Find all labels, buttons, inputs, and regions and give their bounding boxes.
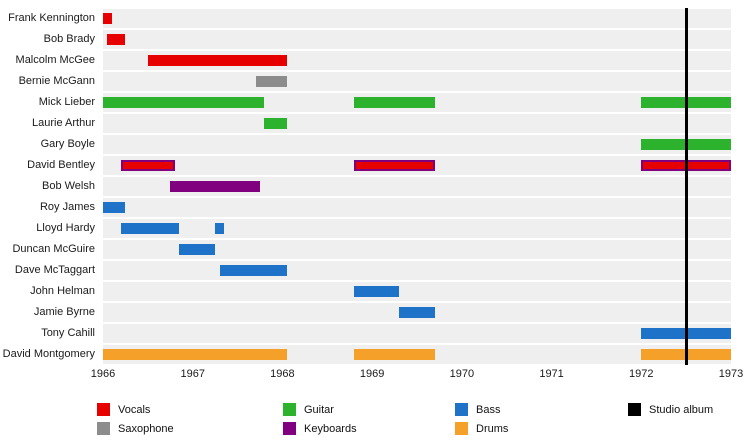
legend-label: Vocals xyxy=(118,403,151,416)
legend-swatch xyxy=(455,403,468,416)
legend-item: Guitar xyxy=(283,403,455,416)
timeline-bar xyxy=(147,55,287,66)
member-label: David Bentley xyxy=(27,159,95,171)
axis-tick-label: 1972 xyxy=(629,368,654,380)
axis-tick-label: 1973 xyxy=(718,368,744,380)
legend-label: Studio album xyxy=(649,403,714,416)
legend-swatch xyxy=(283,403,296,416)
timeline-bar xyxy=(255,76,287,87)
member-label: Duncan McGuire xyxy=(12,243,95,255)
axis-tick-label: 1971 xyxy=(539,368,564,380)
row-stripe xyxy=(103,135,731,154)
row-stripe xyxy=(103,177,731,196)
timeline-bar xyxy=(354,160,435,171)
legend-swatch xyxy=(628,403,641,416)
timeline-bar xyxy=(354,286,400,297)
member-label: Tony Cahill xyxy=(41,327,95,339)
row-stripe xyxy=(103,72,731,91)
legend-label: Bass xyxy=(476,403,501,416)
member-label: Bob Welsh xyxy=(42,180,95,192)
row-stripe xyxy=(103,30,731,49)
row-stripe xyxy=(103,324,731,343)
legend-swatch xyxy=(455,422,468,435)
row-stripe xyxy=(103,261,731,280)
legend-label: Saxophone xyxy=(118,422,174,435)
legend-label: Drums xyxy=(476,422,509,435)
member-label: Dave McTaggart xyxy=(14,264,95,276)
timeline-bar xyxy=(215,223,225,234)
timeline-bar xyxy=(170,181,260,192)
member-label: Malcolm McGee xyxy=(15,54,95,66)
timeline-bar xyxy=(103,13,112,24)
x-axis: 1966 1967 1968 1969 1970 1971 1972 1973 xyxy=(91,368,743,384)
timeline-bar xyxy=(120,223,180,234)
member-label: Gary Boyle xyxy=(40,138,95,150)
member-label: Jamie Byrne xyxy=(33,306,95,318)
row-stripe xyxy=(103,114,731,133)
timeline-bar xyxy=(219,265,287,276)
legend-label: Guitar xyxy=(304,403,334,416)
timeline-bar xyxy=(107,34,126,45)
legend-item: Saxophone xyxy=(97,422,283,435)
legend-swatch xyxy=(97,422,110,435)
legend-item: Drums xyxy=(455,422,628,435)
timeline-bar xyxy=(399,307,435,318)
axis-tick-label: 1968 xyxy=(270,368,295,380)
member-label: Frank Kennington xyxy=(8,12,95,24)
timeline-bar xyxy=(103,97,265,108)
timeline-bar xyxy=(179,244,216,255)
legend-item: Studio album xyxy=(628,403,713,416)
member-label: Bernie McGann xyxy=(18,75,95,87)
row-stripe xyxy=(103,9,731,28)
legend: Vocals Guitar Bass Studio album Saxophone Key… xyxy=(97,403,713,435)
legend-swatch xyxy=(97,403,110,416)
timeline-bar xyxy=(264,118,287,129)
legend-item: Bass xyxy=(455,403,628,416)
legend-label: Keyboards xyxy=(304,422,357,435)
row-stripe xyxy=(103,240,731,259)
member-labels: Frank Kennington Bob Brady Malcolm McGee Be… xyxy=(0,8,99,365)
legend-item: Vocals xyxy=(97,403,283,416)
plot-area xyxy=(103,8,731,365)
timeline-bar xyxy=(120,160,175,171)
row-stripe xyxy=(103,219,731,238)
legend-swatch xyxy=(283,422,296,435)
timeline-bar xyxy=(103,349,287,360)
member-label: Mick Lieber xyxy=(38,96,95,108)
member-label: Roy James xyxy=(39,201,95,213)
member-label: David Montgomery xyxy=(2,348,95,360)
studio-album-line xyxy=(685,8,689,365)
axis-tick-label: 1967 xyxy=(180,368,205,380)
timeline-bar xyxy=(354,97,435,108)
member-label: Lloyd Hardy xyxy=(36,222,95,234)
axis-tick-label: 1970 xyxy=(449,368,475,380)
member-label: Bob Brady xyxy=(43,33,95,45)
legend-item: Keyboards xyxy=(283,422,455,435)
timeline-bar xyxy=(103,202,126,213)
row-stripe xyxy=(103,198,731,217)
member-label: John Helman xyxy=(30,285,95,297)
axis-tick-label: 1966 xyxy=(90,368,116,380)
row-stripe xyxy=(103,282,731,301)
member-label: Laurie Arthur xyxy=(32,117,95,129)
axis-tick-label: 1969 xyxy=(359,368,385,380)
timeline-bar xyxy=(354,349,435,360)
